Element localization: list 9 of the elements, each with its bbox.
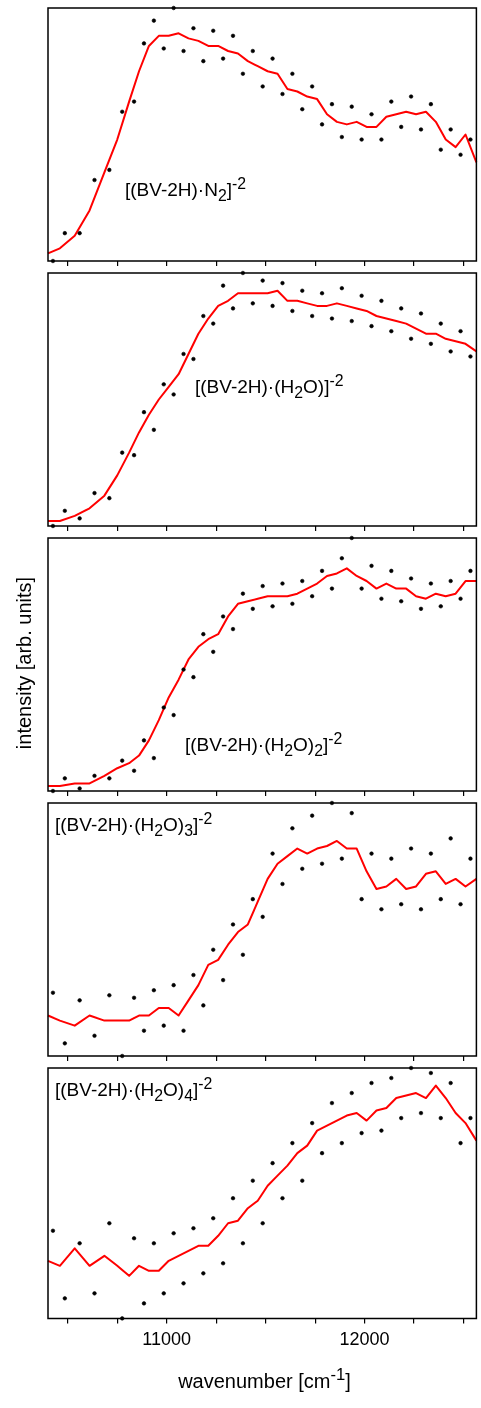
annotation: [(BV-2H)·(H$_{2}$O)$_{4}$]$^{-2}$ — [55, 1075, 213, 1106]
annotation: [(BV-2H)·N$_{2}$]$^{-2}$ — [125, 175, 247, 206]
annotation: [(BV-2H)·(H$_{2}$O)]$^{-2}$ — [195, 372, 344, 403]
x-axis-title: wavenumber [cm$^{-1}$] — [178, 1365, 351, 1393]
annotation: [(BV-2H)·(H$_{2}$O)$_{3}$]$^{-2}$ — [55, 810, 213, 841]
x-tick-label: 12000 — [339, 1329, 390, 1350]
x-tick-label: 11000 — [142, 1329, 192, 1350]
annotation: [(BV-2H)·(H$_{2}$O)$_{2}$]$^{-2}$ — [185, 730, 343, 761]
y-axis-title: intensity [arb. units] — [12, 576, 36, 749]
